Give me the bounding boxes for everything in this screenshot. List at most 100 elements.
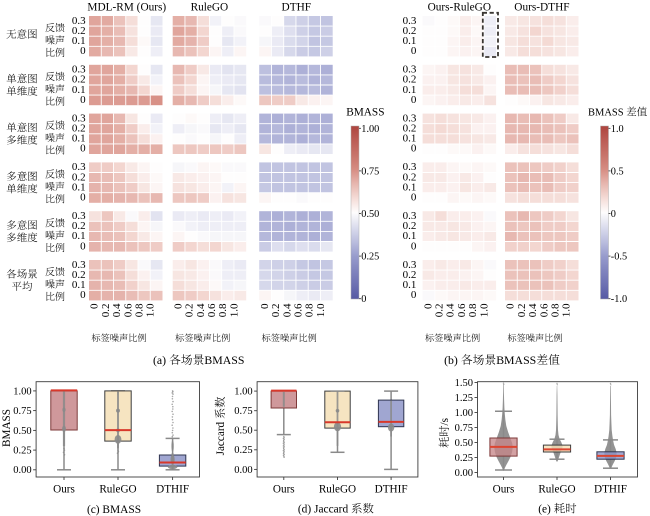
svg-text:0.3: 0.3 [72, 112, 86, 124]
svg-text:0.1: 0.1 [403, 279, 417, 291]
svg-text:0.2: 0.2 [72, 25, 86, 37]
svg-text:1.0: 1.0 [228, 303, 240, 317]
svg-text:1.0: 1.0 [611, 124, 624, 135]
svg-text:Jaccard: Jaccard [215, 421, 227, 455]
svg-text:0.2: 0.2 [72, 171, 86, 183]
svg-text:0.2: 0.2 [270, 304, 282, 318]
svg-text:MDL-RM (Ours): MDL-RM (Ours) [87, 1, 166, 13]
svg-text:0.3: 0.3 [72, 210, 86, 222]
svg-text:0.3: 0.3 [72, 259, 86, 271]
svg-text:0.25: 0.25 [361, 252, 379, 263]
svg-text:0.2: 0.2 [516, 304, 528, 318]
svg-text:0.50: 0.50 [455, 438, 473, 449]
svg-text:0.50: 0.50 [13, 426, 31, 437]
svg-text:0.75: 0.75 [361, 166, 379, 177]
svg-text:0.50: 0.50 [234, 426, 252, 437]
svg-text:Ours: Ours [493, 483, 515, 495]
svg-text:0: 0 [80, 192, 86, 204]
svg-text:BMASS: BMASS [346, 107, 384, 119]
svg-text:0.50: 0.50 [361, 209, 379, 220]
svg-text:0.1: 0.1 [403, 181, 417, 193]
svg-text:0.8: 0.8 [217, 303, 229, 317]
svg-text:0.00: 0.00 [13, 465, 31, 476]
svg-text:0.25: 0.25 [234, 445, 252, 456]
svg-text:0.1: 0.1 [72, 181, 86, 193]
svg-text:0.1: 0.1 [72, 133, 86, 145]
svg-text:RuleGO: RuleGO [99, 483, 136, 495]
svg-text:0: 0 [80, 289, 86, 301]
svg-text:1.00: 1.00 [13, 386, 31, 397]
svg-text:0.75: 0.75 [13, 406, 31, 417]
svg-text:0: 0 [411, 94, 417, 106]
svg-text:0: 0 [80, 240, 86, 252]
svg-text:0.1: 0.1 [403, 230, 417, 242]
svg-text:0.25: 0.25 [13, 446, 31, 457]
svg-text:-0.5: -0.5 [611, 252, 627, 263]
svg-text:Ours: Ours [53, 483, 75, 495]
svg-text:(a): (a) [153, 353, 166, 367]
svg-text:0.3: 0.3 [403, 15, 417, 27]
svg-text:BMASS: BMASS [588, 108, 624, 119]
svg-text:0.8: 0.8 [467, 303, 479, 317]
svg-text:0: 0 [89, 303, 101, 309]
svg-text:DTHIF: DTHIF [375, 483, 408, 495]
svg-text:1.00: 1.00 [361, 124, 379, 135]
svg-text:0.75: 0.75 [234, 406, 252, 417]
svg-text:DTHIF: DTHIF [594, 483, 627, 495]
svg-text:0.1: 0.1 [403, 84, 417, 96]
svg-text:0.5: 0.5 [611, 166, 624, 177]
svg-text:0.2: 0.2 [72, 74, 86, 86]
svg-text:0.4: 0.4 [445, 303, 457, 317]
svg-text:0.1: 0.1 [403, 133, 417, 145]
svg-text:0: 0 [411, 143, 417, 155]
svg-text:0.1: 0.1 [72, 279, 86, 291]
svg-text:/s: /s [439, 418, 451, 425]
svg-text:0.2: 0.2 [403, 74, 417, 86]
svg-text:1.50: 1.50 [455, 378, 473, 389]
svg-text:0.4: 0.4 [195, 303, 207, 317]
svg-text:0: 0 [411, 45, 417, 57]
svg-text:0.2: 0.2 [403, 269, 417, 281]
svg-text:0.6: 0.6 [122, 303, 134, 317]
svg-text:Ours-DTHF: Ours-DTHF [514, 1, 569, 13]
svg-text:0.2: 0.2 [72, 220, 86, 232]
svg-text:1.0: 1.0 [561, 303, 573, 317]
svg-text:0.1: 0.1 [72, 35, 86, 47]
svg-text:0.3: 0.3 [72, 64, 86, 76]
svg-text:0.3: 0.3 [72, 15, 86, 27]
svg-text:Ours: Ours [273, 483, 295, 495]
svg-text:0.1: 0.1 [72, 230, 86, 242]
svg-text:0: 0 [611, 209, 616, 220]
svg-text:Ours-RuleGO: Ours-RuleGO [428, 1, 491, 13]
svg-text:0: 0 [411, 289, 417, 301]
svg-text:RuleGO: RuleGO [319, 483, 356, 495]
svg-text:0: 0 [172, 303, 184, 309]
svg-text:0.4: 0.4 [527, 303, 539, 317]
svg-text:BMASS: BMASS [1, 409, 13, 447]
svg-text:0.3: 0.3 [403, 210, 417, 222]
svg-text:-1.0: -1.0 [611, 294, 627, 305]
svg-text:0: 0 [80, 94, 86, 106]
svg-text:1.00: 1.00 [455, 408, 473, 419]
svg-text:0.1: 0.1 [72, 84, 86, 96]
svg-text:0.3: 0.3 [403, 161, 417, 173]
svg-text:0.3: 0.3 [72, 161, 86, 173]
svg-text:0.3: 0.3 [403, 259, 417, 271]
svg-text:0.2: 0.2 [403, 171, 417, 183]
svg-text:0: 0 [505, 303, 517, 309]
svg-text:(e): (e) [538, 504, 551, 516]
svg-text:(d) Jaccard: (d) Jaccard [298, 504, 349, 516]
svg-text:(c) BMASS: (c) BMASS [87, 504, 141, 516]
svg-text:1.0: 1.0 [478, 303, 490, 317]
svg-text:0.8: 0.8 [134, 303, 146, 317]
svg-text:0.2: 0.2 [72, 269, 86, 281]
svg-text:1.25: 1.25 [455, 393, 473, 404]
svg-text:0.2: 0.2 [434, 304, 446, 318]
svg-text:DTHF: DTHF [282, 1, 312, 13]
svg-text:0: 0 [361, 294, 366, 305]
svg-text:0.25: 0.25 [455, 453, 473, 464]
svg-text:0.6: 0.6 [456, 303, 468, 317]
svg-text:0.2: 0.2 [100, 304, 112, 318]
svg-text:0: 0 [80, 45, 86, 57]
svg-text:RuleGO: RuleGO [538, 483, 575, 495]
